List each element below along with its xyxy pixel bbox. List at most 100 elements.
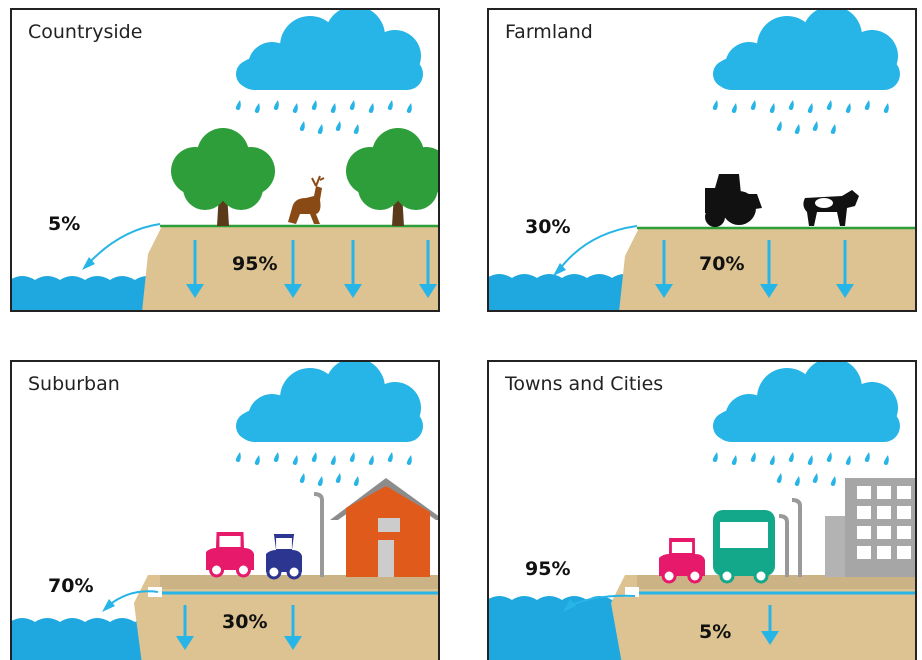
raindrop: [292, 455, 298, 465]
raindrop: [845, 455, 851, 465]
arrow-head: [836, 284, 854, 298]
building-window: [897, 506, 911, 519]
building-window: [897, 486, 911, 499]
raindrop: [794, 124, 800, 134]
raindrop: [317, 124, 323, 134]
raindrop: [387, 452, 393, 462]
raindrop: [788, 100, 794, 110]
raindrop: [311, 452, 317, 462]
raindrop: [826, 452, 832, 462]
raindrop: [387, 100, 393, 110]
panel-border: [487, 8, 917, 312]
car-wheel: [661, 568, 677, 584]
infiltration-label: 95%: [232, 253, 277, 275]
raindrop: [807, 103, 813, 113]
ground: [611, 575, 917, 660]
panel-border: [10, 8, 440, 312]
panel-scene: [487, 8, 917, 312]
raindrop: [317, 476, 323, 486]
raindrop: [864, 100, 870, 110]
building-window: [857, 486, 871, 499]
raindrop: [406, 103, 412, 113]
raindrop: [794, 476, 800, 486]
car-body: [206, 532, 254, 570]
arrow-head: [176, 636, 194, 650]
panel-scene: [10, 8, 440, 312]
cloud: [715, 410, 900, 442]
runoff-arrow: [87, 223, 161, 265]
arrow-head: [761, 631, 779, 645]
raindrop: [335, 121, 341, 131]
panel: Farmland 30% 70%: [487, 8, 917, 312]
raindrop: [712, 100, 718, 110]
cow-patch: [815, 198, 833, 208]
raindrop: [731, 103, 737, 113]
raindrop: [349, 452, 355, 462]
ground: [134, 575, 440, 660]
raindrop: [353, 476, 359, 486]
raindrop: [750, 452, 756, 462]
building-window: [857, 506, 871, 519]
arrow-head: [344, 284, 362, 298]
street-lamp: [778, 514, 789, 577]
bus-window: [720, 522, 768, 548]
car-wheel: [266, 564, 282, 580]
runoff-label: 30%: [525, 216, 570, 238]
arrow-head: [82, 257, 95, 270]
arrow-head: [760, 284, 778, 298]
car-window: [671, 542, 693, 553]
cloud: [715, 58, 900, 90]
raindrop: [769, 455, 775, 465]
raindrop: [788, 452, 794, 462]
car-wheel: [209, 562, 225, 578]
building-window: [877, 486, 891, 499]
panel: Towns and Cities 95% 5%: [487, 360, 917, 660]
antlers: [311, 175, 325, 187]
panel-border: [10, 360, 440, 660]
raindrop: [254, 455, 260, 465]
raindrop: [769, 103, 775, 113]
raindrop: [273, 452, 279, 462]
building-window: [877, 526, 891, 539]
water: [10, 276, 160, 312]
bus-wheel: [753, 568, 769, 584]
car-wheel: [286, 564, 302, 580]
car-body: [659, 538, 705, 576]
house-door: [378, 540, 394, 577]
infiltration-label: 5%: [699, 621, 731, 643]
raindrop: [883, 455, 889, 465]
street-lamp: [313, 492, 324, 577]
arrow-head: [419, 284, 437, 298]
raindrop: [330, 103, 336, 113]
building-window: [857, 546, 871, 559]
panel-title: Countryside: [28, 21, 142, 43]
runoff-label: 5%: [48, 213, 80, 235]
tree-crown: [199, 152, 247, 200]
panel-title: Towns and Cities: [504, 373, 663, 395]
panel-border: [487, 360, 917, 660]
infiltration-label: 30%: [222, 611, 267, 633]
cloud: [238, 410, 423, 442]
street-lamp: [791, 498, 802, 577]
panel-scene: [10, 360, 440, 660]
arrow-head: [284, 636, 302, 650]
raindrop: [335, 473, 341, 483]
arrow-head: [284, 284, 302, 298]
ground: [142, 226, 440, 312]
raindrop: [353, 124, 359, 134]
raindrop: [368, 103, 374, 113]
panel: Countryside 5% 95%: [10, 8, 440, 312]
cloud: [238, 58, 423, 90]
car-wheel: [687, 568, 703, 584]
panel-title: Farmland: [505, 21, 593, 43]
car-body: [266, 534, 302, 572]
raindrop: [807, 455, 813, 465]
raindrop: [299, 473, 305, 483]
raindrop: [812, 473, 818, 483]
house-roof: [330, 478, 440, 520]
car-window: [219, 536, 241, 547]
building-window: [897, 526, 911, 539]
infiltration-label: 70%: [699, 253, 744, 275]
raindrop: [776, 121, 782, 131]
arrow-head: [553, 263, 566, 276]
